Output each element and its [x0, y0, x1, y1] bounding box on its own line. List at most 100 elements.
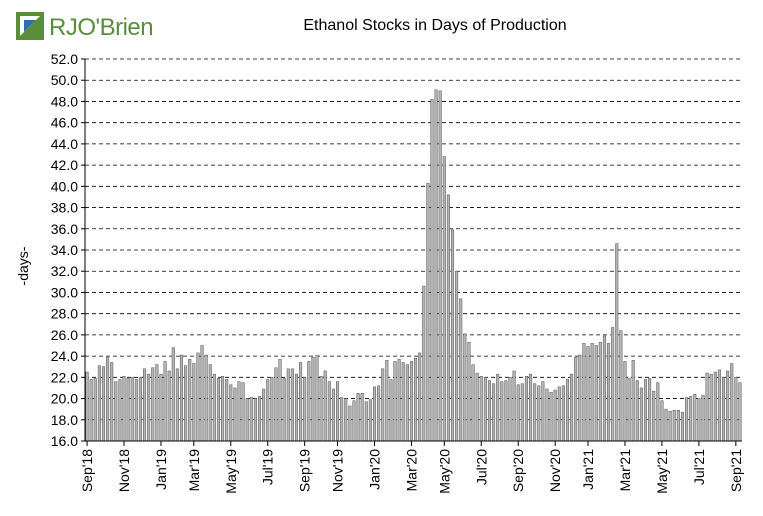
- x-tick-labels: Sep'18 Nov'18 Jan'19 Mar'19 May'19 Jul'19 Sep'…: [79, 441, 744, 494]
- bar: [738, 382, 742, 442]
- bar: [414, 357, 418, 442]
- bar: [607, 343, 611, 442]
- bar: [237, 381, 241, 442]
- bar: [602, 335, 606, 442]
- x-tick-label: Sep'19: [297, 449, 313, 492]
- bar: [93, 378, 97, 442]
- bar: [434, 89, 438, 442]
- bar: [336, 381, 340, 442]
- y-tick-label: 52.0: [51, 51, 78, 67]
- bar: [159, 373, 163, 442]
- bar: [635, 380, 639, 442]
- bar: [360, 393, 364, 442]
- x-tick-label: Sep'18: [79, 449, 95, 492]
- bar: [126, 378, 130, 442]
- bar: [668, 411, 672, 442]
- bar: [167, 370, 171, 442]
- x-tick-label: Mar'20: [403, 449, 419, 492]
- bar: [389, 379, 393, 442]
- bar: [570, 373, 574, 442]
- x-tick-label: Mar'19: [186, 449, 202, 492]
- x-tick-label: Nov'18: [116, 449, 132, 492]
- bar: [516, 384, 520, 442]
- y-tick-label: 40.0: [51, 178, 78, 194]
- bar: [175, 368, 179, 442]
- bar: [241, 382, 245, 442]
- bar: [676, 409, 680, 442]
- bar: [381, 368, 385, 442]
- bar: [483, 377, 487, 442]
- bar: [344, 398, 348, 442]
- bar: [110, 362, 114, 442]
- y-tick-label: 44.0: [51, 136, 78, 152]
- y-axis-label: -days-: [15, 246, 31, 285]
- bar: [627, 378, 631, 442]
- bar: [722, 377, 726, 442]
- bar: [565, 379, 570, 442]
- bar: [672, 409, 676, 442]
- bar: [377, 385, 381, 442]
- bar: [660, 400, 664, 442]
- bar: [545, 388, 549, 442]
- bar: [615, 243, 619, 442]
- bar: [278, 359, 282, 442]
- bar: [397, 359, 401, 442]
- bar: [114, 381, 118, 442]
- bar: [656, 382, 660, 442]
- bar: [693, 394, 697, 442]
- bar: [487, 380, 491, 442]
- bar: [184, 365, 188, 442]
- bar: [418, 352, 422, 442]
- x-tick-label: Nov'20: [547, 449, 563, 492]
- bar: [151, 367, 155, 442]
- bar: [557, 386, 561, 442]
- bar: [455, 270, 459, 442]
- grid-lines: [85, 58, 742, 421]
- bar: [590, 343, 594, 442]
- bar: [89, 379, 93, 442]
- bar: [520, 383, 524, 442]
- x-tick-label: Jan'20: [366, 449, 382, 490]
- x-tick-label: Jul'20: [473, 449, 489, 485]
- bar: [282, 378, 286, 442]
- bar-series: [85, 89, 742, 442]
- bar: [274, 367, 278, 442]
- bar: [709, 373, 713, 442]
- bar: [212, 373, 216, 442]
- bar: [253, 398, 257, 442]
- y-tick-label: 24.0: [51, 348, 78, 364]
- bar: [508, 377, 512, 442]
- bar: [294, 373, 299, 442]
- bar: [204, 354, 208, 442]
- bar: [438, 90, 442, 442]
- y-tick-label: 26.0: [51, 327, 78, 343]
- x-tick-label: Jul'21: [691, 449, 707, 485]
- bar: [327, 381, 331, 442]
- bar: [594, 345, 598, 442]
- bar: [524, 376, 528, 442]
- bar: [364, 401, 368, 442]
- y-tick-label: 18.0: [51, 412, 78, 428]
- bar: [619, 330, 623, 442]
- y-tick-label: 42.0: [51, 157, 78, 173]
- bar: [147, 373, 151, 442]
- y-tick-label: 28.0: [51, 306, 78, 322]
- bar: [475, 372, 479, 442]
- y-tick-label: 46.0: [51, 115, 78, 131]
- bar: [229, 384, 233, 442]
- y-tick-label: 34.0: [51, 242, 78, 258]
- bar: [500, 381, 504, 442]
- bar: [307, 361, 311, 442]
- bar: [216, 378, 220, 442]
- bar: [471, 364, 475, 442]
- bar: [385, 360, 389, 442]
- bar: [574, 356, 578, 442]
- y-tick-label: 48.0: [51, 93, 78, 109]
- bar: [143, 368, 147, 442]
- y-tick-label: 50.0: [51, 72, 78, 88]
- bar: [598, 342, 602, 442]
- bar: [352, 400, 356, 442]
- y-tick-label: 36.0: [51, 221, 78, 237]
- bar: [155, 364, 159, 442]
- bar: [504, 380, 508, 442]
